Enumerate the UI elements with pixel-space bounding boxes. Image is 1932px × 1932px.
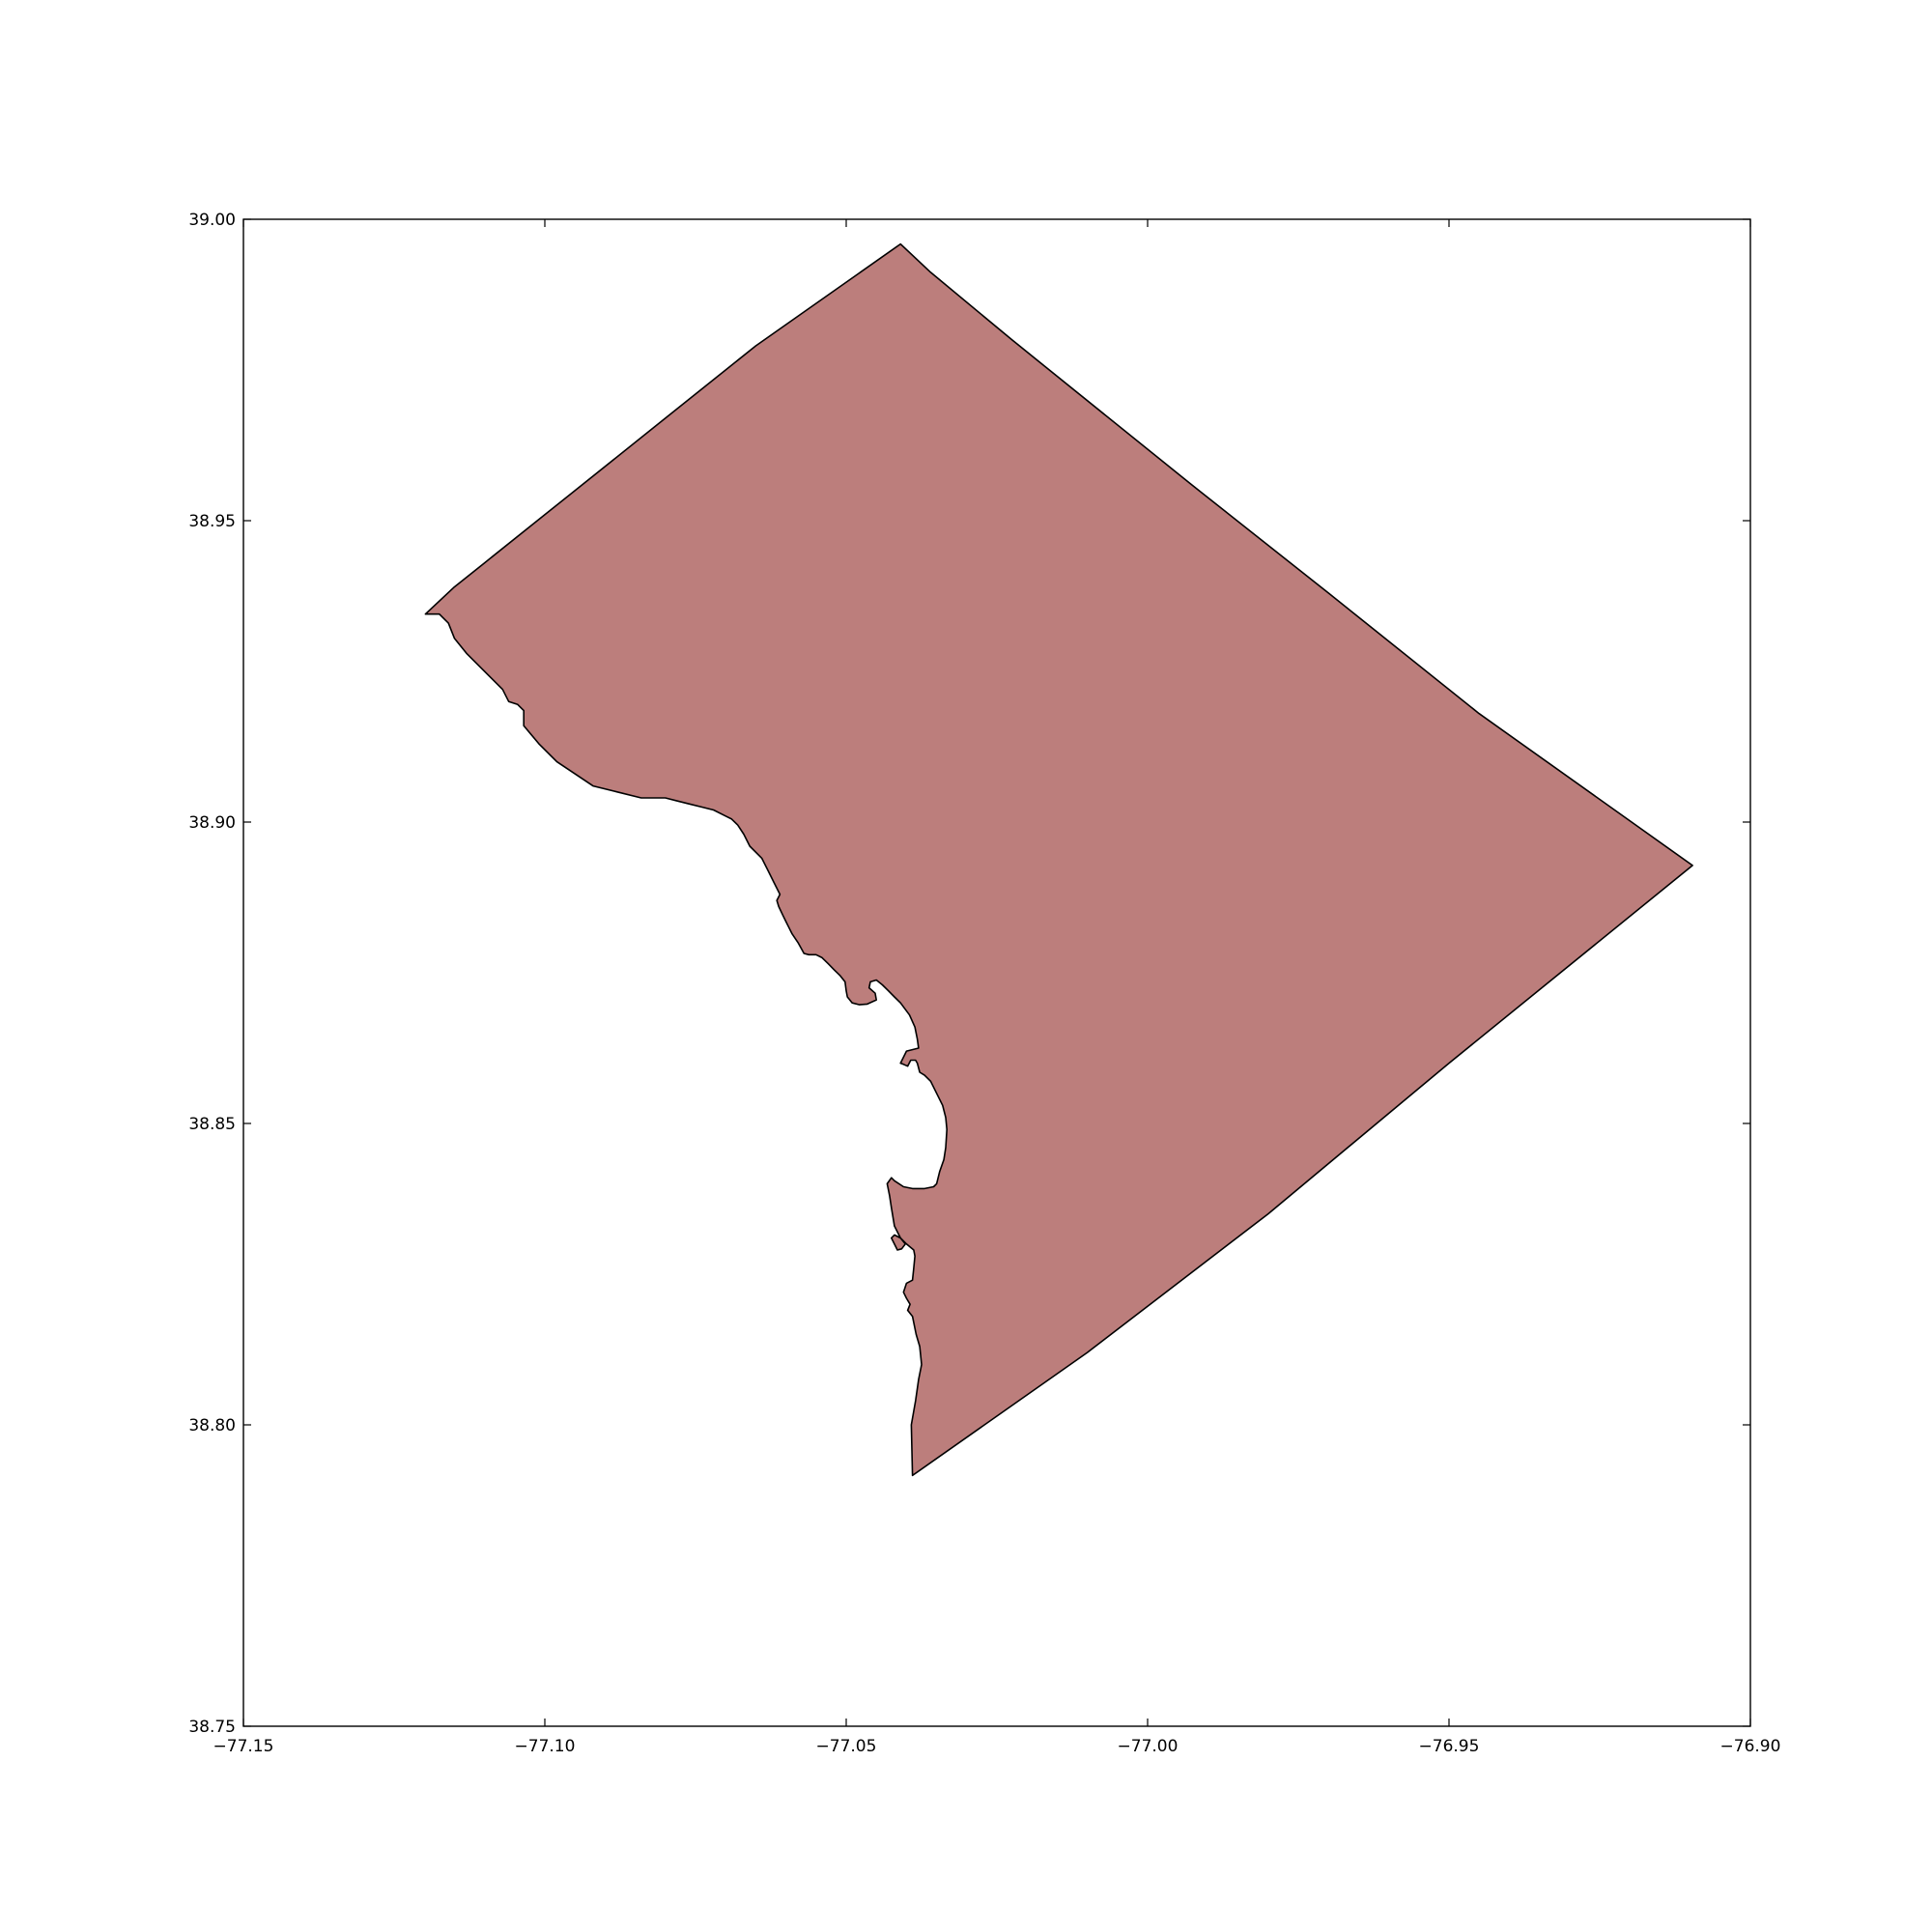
y-tick-label: 38.80 [188,1416,236,1435]
axes-frame [242,218,1751,1727]
tick-labels-layer: −77.15 −77.10 −77.05 −77.00 −76.95 −76.90 38.7… [188,211,1780,1756]
x-tick-label: −76.95 [1419,1737,1480,1756]
y-tick-label: 38.90 [188,813,236,833]
x-tick-label: −76.90 [1720,1737,1781,1756]
ticks-layer [242,218,1751,1727]
y-tick-label: 38.95 [188,512,236,531]
x-tick-label: −77.10 [515,1737,576,1756]
y-tick-label: 38.85 [188,1115,236,1134]
x-tick-label: −77.00 [1118,1737,1179,1756]
district-boundary-polygon [424,242,1693,1477]
region-layer [424,242,1693,1477]
y-tick-label: 39.00 [188,211,236,230]
x-tick-label: −77.15 [213,1737,274,1756]
y-tick-label: 38.75 [188,1718,236,1737]
x-tick-label: −77.05 [816,1737,877,1756]
